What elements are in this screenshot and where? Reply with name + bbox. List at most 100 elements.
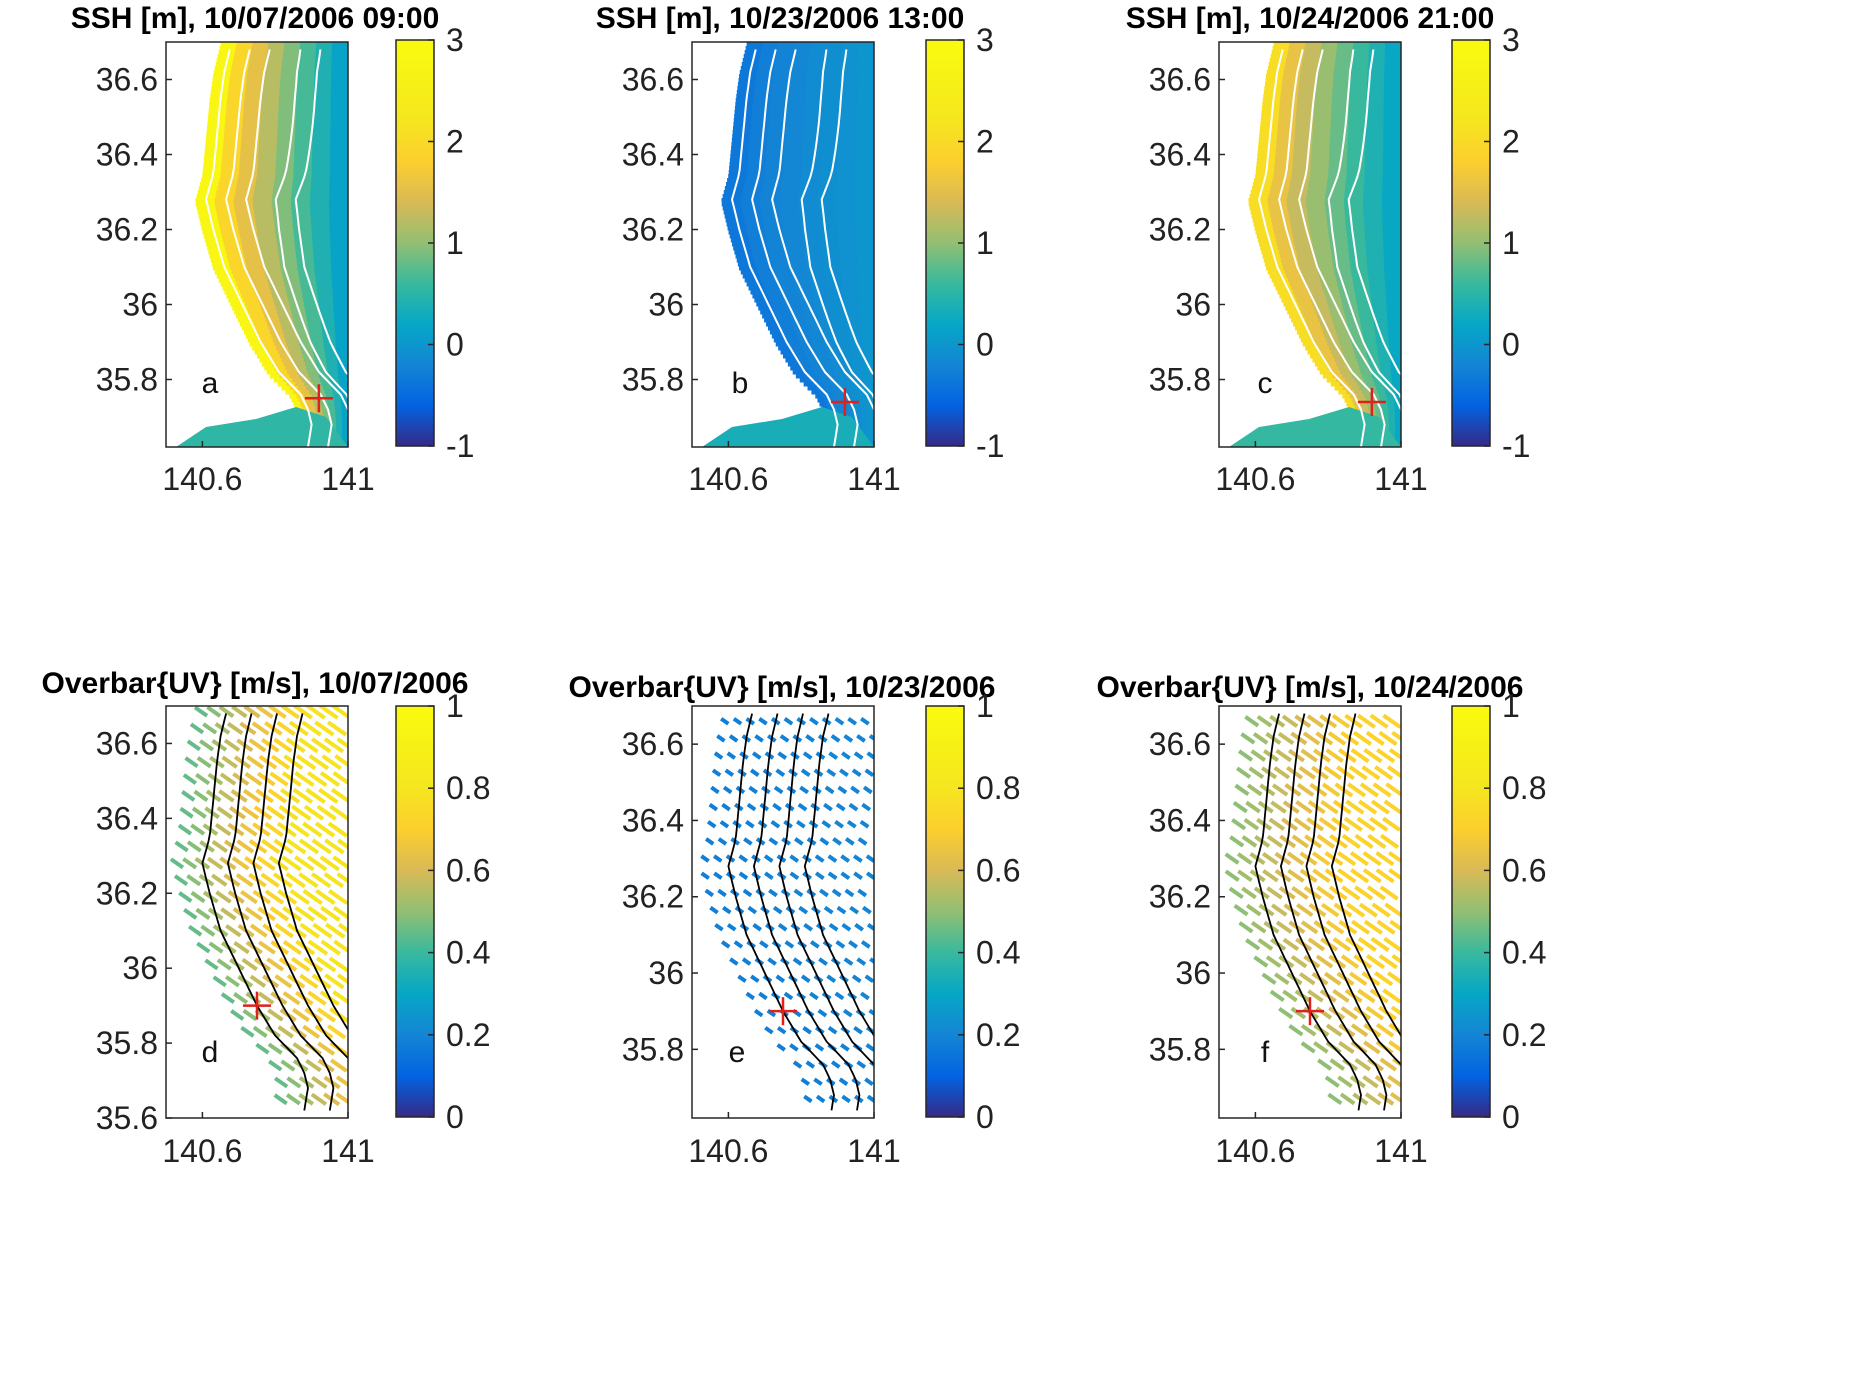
velocity-dash [1379, 885, 1399, 901]
velocity-dash [1291, 834, 1310, 849]
velocity-dash [1337, 868, 1357, 884]
velocity-dash [220, 992, 236, 1004]
velocity-dash [854, 922, 864, 932]
velocity-dash [860, 940, 871, 949]
velocity-dash [1372, 782, 1392, 798]
velocity-dash [1315, 954, 1334, 969]
velocity-dash [285, 1093, 301, 1106]
velocity-dash [273, 737, 293, 753]
velocity-dash [1245, 938, 1261, 951]
velocity-dash [221, 755, 238, 769]
velocity-dash [1315, 1006, 1333, 1020]
velocity-dash [240, 889, 258, 905]
velocity-dash [212, 975, 227, 988]
y-tick-label: 36.2 [622, 879, 684, 915]
velocity-dash [319, 855, 340, 872]
y-tick-label: 36.4 [96, 800, 158, 836]
axes-frame [165, 705, 349, 1119]
velocity-dash [716, 734, 726, 743]
y-tick-label: 36 [648, 287, 684, 323]
velocity-dash [805, 734, 815, 743]
velocity-dash [826, 768, 837, 778]
panel-d: Overbar{UV} [m/s], 10/07/2006 36.6 36.4 36.… [42, 667, 491, 1169]
velocity-dash [823, 905, 834, 915]
velocity-dash [1270, 800, 1287, 814]
velocity-dash [233, 940, 250, 955]
velocity-dash [1286, 851, 1305, 866]
velocity-dash [862, 785, 873, 795]
panel-e: Overbar{UV} [m/s], 10/23/2006 36.6 36.4 36.… [569, 671, 1021, 1169]
velocity-dash [1331, 713, 1351, 729]
velocity-dash [1376, 748, 1396, 764]
velocity-dash [1300, 1023, 1317, 1037]
x-tick-label: 140.6 [688, 461, 768, 497]
velocity-dash [241, 805, 260, 820]
velocity-dash [1350, 748, 1370, 764]
ssh-contour [274, 49, 348, 401]
velocity-dash [274, 974, 293, 989]
velocity-dash [1269, 989, 1285, 1003]
panel-title: SSH [m], 10/24/2006 21:00 [1126, 2, 1495, 35]
velocity-dash [1307, 989, 1324, 1003]
velocity-dash [308, 754, 330, 771]
y-tick-label: 36.6 [96, 62, 158, 98]
velocity-dash [1312, 868, 1331, 884]
velocity-dash [776, 1026, 787, 1035]
panel-f: Overbar{UV} [m/s], 10/24/2006 36.6 36.4 36.… [1097, 671, 1547, 1169]
velocity-dash [1362, 868, 1382, 884]
colorbar-tick-label: 2 [1502, 124, 1520, 160]
velocity-dash [249, 923, 268, 938]
velocity-dash [242, 788, 261, 803]
velocity-dash [219, 772, 237, 786]
y-tick-label: 36.2 [1149, 879, 1211, 915]
y-tick-label: 36 [122, 950, 158, 986]
velocity-dash [1271, 783, 1289, 797]
velocity-dash [231, 856, 250, 871]
bay-region [702, 407, 874, 447]
velocity-dash [282, 940, 303, 956]
velocity-dash [316, 804, 337, 821]
velocity-dash [827, 1026, 838, 1035]
velocity-dash [839, 768, 849, 778]
velocity-dash [792, 957, 803, 966]
velocity-dash [299, 922, 320, 939]
velocity-dash [1386, 765, 1401, 779]
velocity-dash [1250, 749, 1267, 762]
velocity-dash [743, 837, 753, 846]
velocity-dash [311, 1075, 328, 1090]
velocity-dash [1307, 937, 1326, 952]
velocity-dash [323, 872, 345, 889]
velocity-dash [834, 819, 844, 829]
velocity-dash [1224, 852, 1240, 865]
velocity-dash [745, 991, 755, 1001]
velocity-dash [298, 872, 319, 889]
velocity-dash [864, 768, 874, 778]
velocity-dash [249, 974, 267, 988]
velocity-dash [767, 957, 777, 966]
velocity-dash [1388, 1040, 1401, 1053]
colorbar-tick-label: 2 [976, 124, 994, 160]
x-tick-label: 141 [321, 1133, 374, 1169]
velocity-dash [830, 734, 841, 743]
velocity-dash [859, 819, 870, 829]
velocity-dash [814, 1043, 825, 1052]
velocity-dash [848, 940, 858, 949]
panel-title: Overbar{UV} [m/s], 10/24/2006 [1097, 671, 1524, 704]
panel-b: SSH [m], 10/23/2006 13:00 36.6 36.4 36.2 36 3… [596, 2, 1005, 497]
velocity-dash [752, 923, 762, 932]
velocity-dash [1277, 731, 1295, 746]
velocity-dash [244, 906, 263, 921]
velocity-dash [1359, 782, 1379, 798]
y-tick-label: 35.8 [622, 362, 684, 398]
velocity-dash [742, 888, 753, 898]
uv-contour [752, 713, 861, 1111]
velocity-dash [818, 957, 828, 966]
panel-title: SSH [m], 10/07/2006 09:00 [71, 2, 440, 35]
velocity-dash [174, 840, 189, 853]
velocity-dash [1268, 817, 1286, 831]
velocity-dash [181, 790, 196, 802]
velocity-dash [1363, 919, 1383, 935]
velocity-dash [827, 854, 838, 863]
velocity-dash [268, 1059, 283, 1072]
velocity-dash [211, 873, 228, 887]
